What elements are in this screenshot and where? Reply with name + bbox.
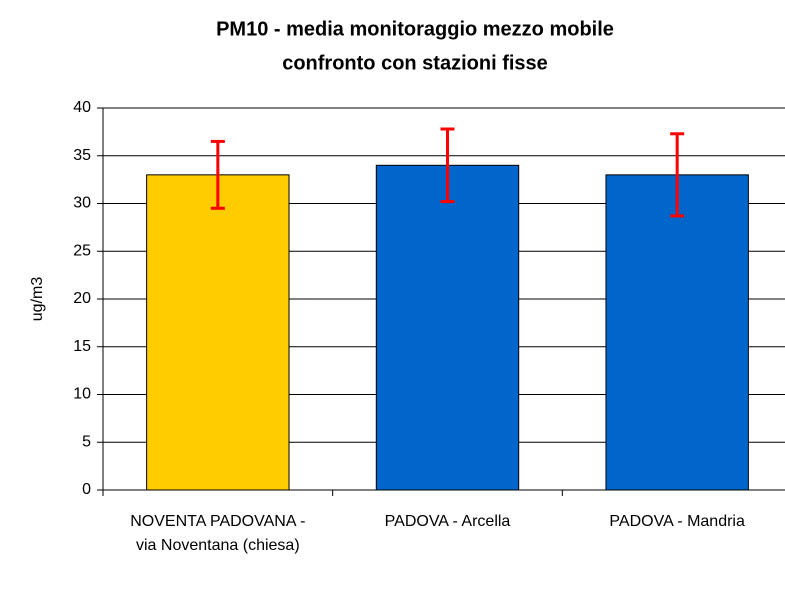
- y-tick-label: 30: [73, 195, 91, 212]
- bar: [146, 174, 290, 491]
- y-axis-label: ug/m3: [29, 277, 46, 322]
- y-tick-label: 0: [82, 481, 91, 498]
- x-tick-label: PADOVA - Mandria: [609, 513, 745, 530]
- chart-title: PM10 - media monitoraggio mezzo mobile: [216, 18, 614, 40]
- y-tick-label: 20: [73, 290, 91, 307]
- chart-title: confronto con stazioni fisse: [282, 52, 548, 74]
- error-bar: [440, 127, 455, 204]
- error-bar: [210, 139, 225, 210]
- y-tick-label: 10: [73, 386, 91, 403]
- y-tick-label: 40: [73, 99, 91, 116]
- y-tick-label: 35: [73, 147, 91, 164]
- error-bar: [670, 132, 685, 218]
- y-tick-label: 5: [82, 433, 91, 450]
- y-tick-label: 25: [73, 242, 91, 259]
- bar: [605, 174, 749, 491]
- x-tick-label: PADOVA - Arcella: [384, 513, 511, 530]
- x-tick-label: NOVENTA PADOVANA - via Noventana (chiesa…: [130, 513, 306, 554]
- y-tick-label: 15: [73, 338, 91, 355]
- bar: [375, 164, 520, 491]
